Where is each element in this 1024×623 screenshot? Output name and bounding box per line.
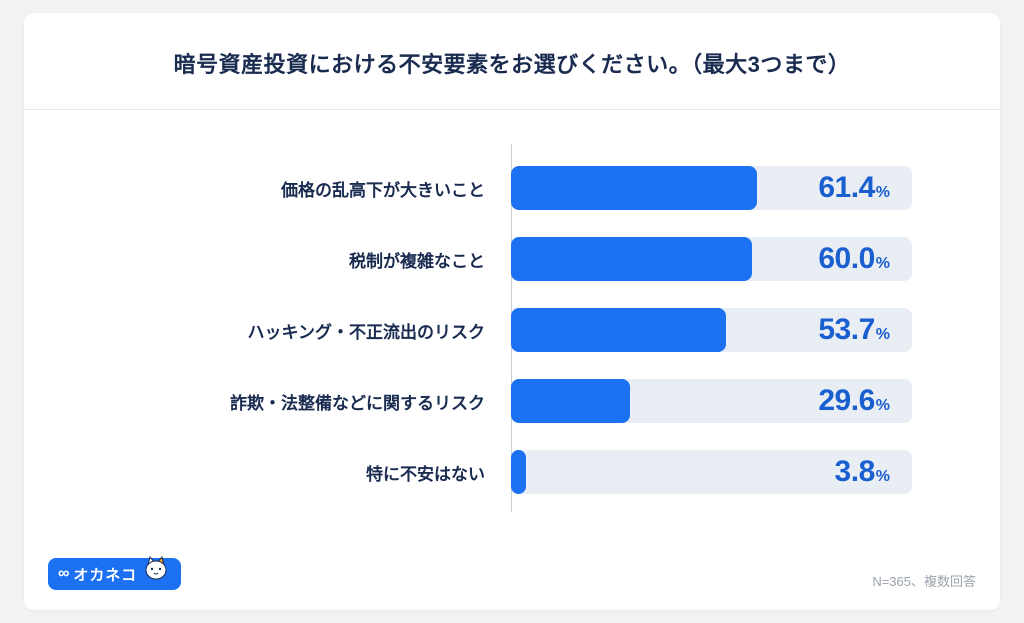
bar — [511, 308, 727, 352]
bar-value-number: 29.6 — [818, 384, 875, 417]
chart-row: ハッキング・不正流出のリスク 53.7% — [24, 308, 912, 352]
title-block: 暗号資産投資における不安要素をお選びください。（最大3つまで） — [24, 13, 1000, 109]
bar — [511, 237, 752, 281]
bar-chart: 価格の乱高下が大きいこと 61.4% 税制が複雑なこと 60.0% ハッキング・不正流出… — [24, 144, 1000, 512]
bar-track: 53.7% — [511, 308, 912, 352]
bar — [511, 379, 630, 423]
title-divider — [24, 109, 1000, 110]
page-title: 暗号資産投資における不安要素をお選びください。（最大3つまで） — [173, 52, 851, 77]
chart-row: 価格の乱高下が大きいこと 61.4% — [24, 166, 912, 210]
chart-rows: 価格の乱高下が大きいこと 61.4% 税制が複雑なこと 60.0% ハッキング・不正流出… — [24, 166, 912, 494]
okaneko-logo: ∞ オカネコ — [48, 555, 182, 590]
bar-value-number: 61.4 — [818, 171, 875, 204]
bar-value: 53.7% — [818, 315, 890, 345]
sample-size-note: N=365、複数回答 — [872, 574, 976, 589]
bar — [511, 450, 527, 494]
bar-category-label: 詐欺・法整備などに関するリスク — [230, 393, 485, 413]
bar-category-label: ハッキング・不正流出のリスク — [247, 322, 486, 342]
bar-track: 60.0% — [511, 237, 912, 281]
bar-value-unit: % — [875, 468, 890, 485]
bar-track: 3.8% — [511, 450, 912, 494]
chart-row: 特に不安はない 3.8% — [24, 450, 912, 494]
infinity-icon: ∞ — [58, 565, 70, 582]
bar-value-unit: % — [875, 326, 890, 343]
bar-value-unit: % — [875, 184, 890, 201]
bar-value-unit: % — [875, 255, 890, 272]
bar-track: 61.4% — [511, 166, 912, 210]
bar-value-number: 60.0 — [818, 242, 875, 275]
bar-track: 29.6% — [511, 379, 912, 423]
chart-row: 詐欺・法整備などに関するリスク 29.6% — [24, 379, 912, 423]
cat-mascot-icon — [143, 555, 169, 586]
bar — [511, 166, 758, 210]
logo-text: オカネコ — [73, 566, 138, 584]
bar-category-label: 特に不安はない — [366, 464, 485, 484]
bar-value-unit: % — [875, 397, 890, 414]
chart-card: 暗号資産投資における不安要素をお選びください。（最大3つまで） 価格の乱高下が大… — [24, 13, 1000, 610]
bar-value-number: 53.7 — [818, 313, 875, 346]
bar-value: 61.4% — [818, 173, 890, 203]
bar-value: 3.8% — [835, 457, 890, 487]
chart-row: 税制が複雑なこと 60.0% — [24, 237, 912, 281]
footer: ∞ オカネコ N=365、複数回答 — [24, 555, 1000, 610]
bar-value-number: 3.8 — [834, 455, 876, 488]
bar-value: 60.0% — [818, 244, 890, 274]
bar-category-label: 価格の乱高下が大きいこと — [281, 180, 485, 200]
bar-category-label: 税制が複雑なこと — [349, 251, 485, 271]
bar-value: 29.6% — [818, 386, 890, 416]
